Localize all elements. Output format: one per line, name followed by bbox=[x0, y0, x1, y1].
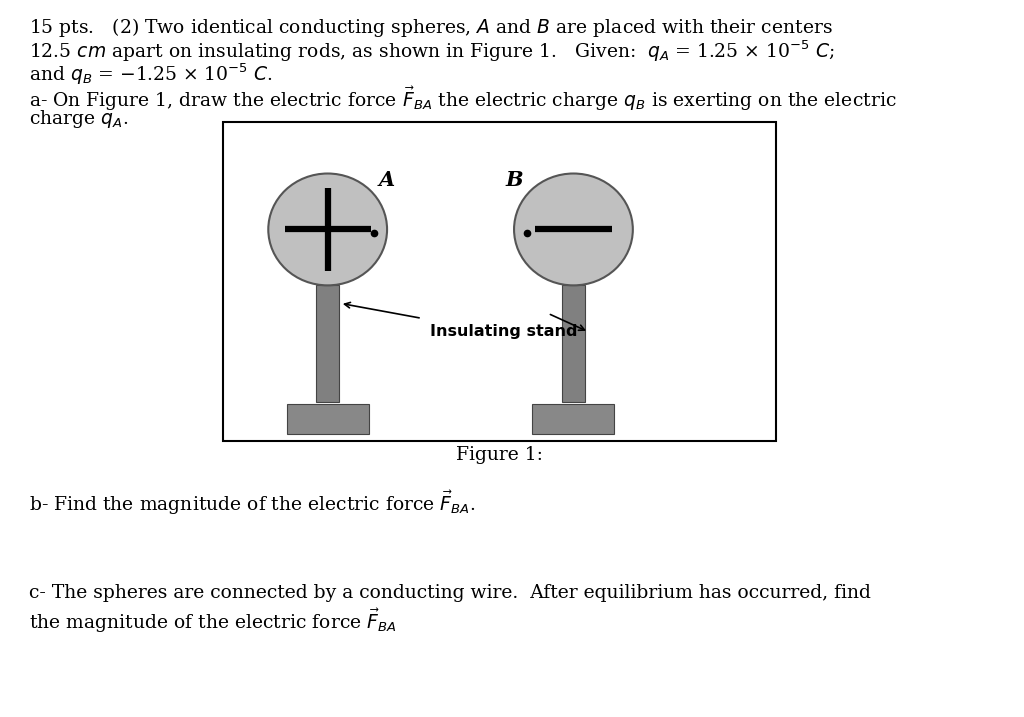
Text: charge $q_A$.: charge $q_A$. bbox=[29, 108, 128, 130]
Text: Insulating stand: Insulating stand bbox=[430, 324, 578, 339]
Bar bbox=[532, 404, 614, 434]
Text: the magnitude of the electric force $\vec{F}_{BA}$: the magnitude of the electric force $\ve… bbox=[29, 607, 396, 635]
Bar bbox=[316, 285, 339, 402]
Ellipse shape bbox=[514, 174, 633, 285]
Bar bbox=[223, 122, 776, 441]
Bar bbox=[287, 404, 369, 434]
Ellipse shape bbox=[268, 174, 387, 285]
Text: 12.5 $cm$ apart on insulating rods, as shown in Figure 1.   Given:  $q_A$ = 1.25: 12.5 $cm$ apart on insulating rods, as s… bbox=[29, 39, 835, 65]
Text: 15 pts.   (2) Two identical conducting spheres, $A$ and $B$ are placed with thei: 15 pts. (2) Two identical conducting sph… bbox=[29, 16, 833, 39]
Text: a- On Figure 1, draw the electric force $\vec{F}_{BA}$ the electric charge $q_B$: a- On Figure 1, draw the electric force … bbox=[29, 85, 896, 113]
Text: b- Find the magnitude of the electric force $\vec{F}_{BA}$.: b- Find the magnitude of the electric fo… bbox=[29, 489, 475, 517]
Text: c- The spheres are connected by a conducting wire.  After equilibrium has occurr: c- The spheres are connected by a conduc… bbox=[29, 584, 870, 602]
Text: B: B bbox=[505, 171, 523, 190]
Text: A: A bbox=[378, 171, 394, 190]
Text: Figure 1:: Figure 1: bbox=[457, 446, 543, 464]
Bar bbox=[562, 285, 585, 402]
Text: and $q_B$ = −1.25 × 10$^{-5}$ $C$.: and $q_B$ = −1.25 × 10$^{-5}$ $C$. bbox=[29, 62, 272, 87]
